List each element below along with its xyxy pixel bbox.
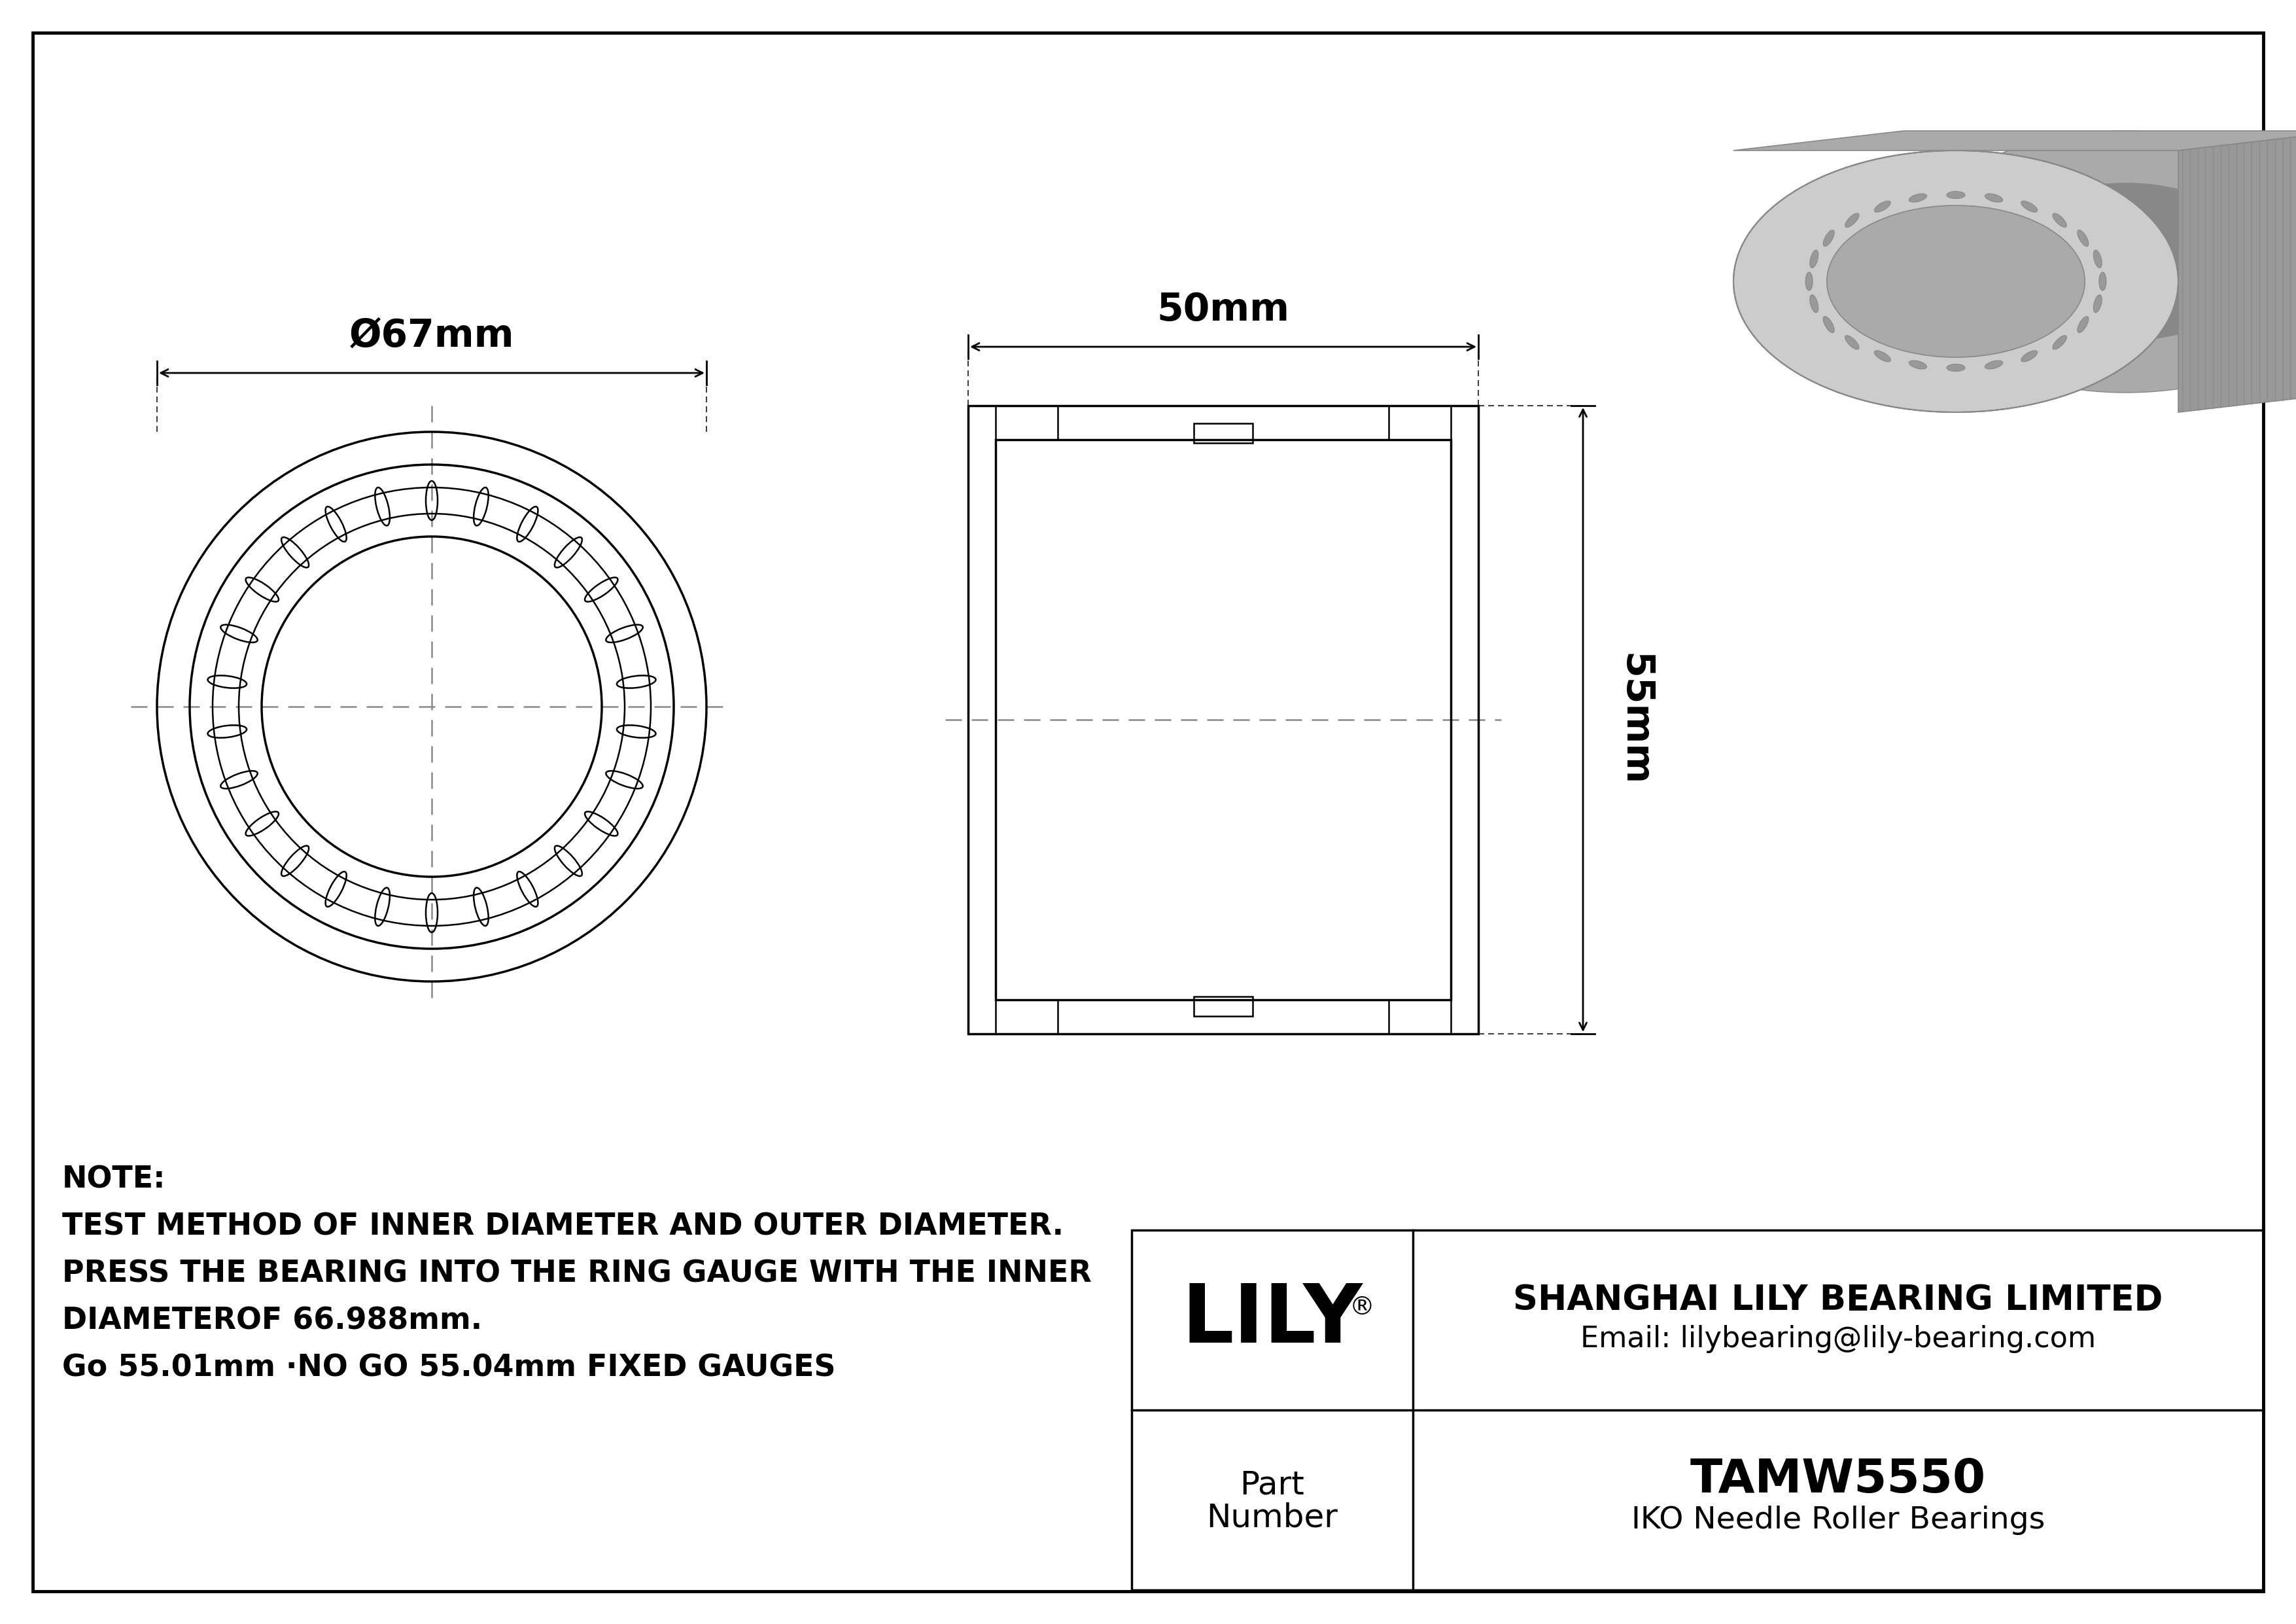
Bar bbox=[1132, 1229, 2264, 1590]
Ellipse shape bbox=[1809, 296, 1818, 312]
Ellipse shape bbox=[1733, 151, 2179, 412]
Text: TAMW5550: TAMW5550 bbox=[1690, 1457, 1986, 1502]
Ellipse shape bbox=[1908, 193, 1926, 201]
Ellipse shape bbox=[2053, 213, 2066, 227]
Text: ®: ® bbox=[1350, 1294, 1375, 1320]
Ellipse shape bbox=[1874, 351, 1890, 362]
Ellipse shape bbox=[2053, 336, 2066, 349]
Polygon shape bbox=[2179, 132, 2296, 412]
Ellipse shape bbox=[1947, 192, 1965, 198]
Ellipse shape bbox=[2078, 317, 2089, 333]
Ellipse shape bbox=[2094, 296, 2101, 312]
Text: TEST METHOD OF INNER DIAMETER AND OUTER DIAMETER.: TEST METHOD OF INNER DIAMETER AND OUTER … bbox=[62, 1212, 1063, 1241]
Ellipse shape bbox=[1874, 201, 1890, 213]
Text: Email: lilybearing@lily-bearing.com: Email: lilybearing@lily-bearing.com bbox=[1580, 1325, 2096, 1353]
Bar bbox=[969, 406, 1479, 1034]
Text: Ø67mm: Ø67mm bbox=[349, 317, 514, 354]
Ellipse shape bbox=[2020, 201, 2037, 213]
Bar bbox=[996, 1000, 1058, 1034]
Ellipse shape bbox=[1823, 231, 1835, 247]
Text: 50mm: 50mm bbox=[1157, 291, 1290, 328]
Text: IKO Needle Roller Bearings: IKO Needle Roller Bearings bbox=[1632, 1505, 2046, 1535]
Ellipse shape bbox=[2020, 351, 2037, 362]
Ellipse shape bbox=[1805, 273, 1812, 291]
Polygon shape bbox=[1733, 132, 2296, 151]
Bar bbox=[1389, 1000, 1451, 1034]
Ellipse shape bbox=[1809, 250, 1818, 268]
Bar bbox=[996, 406, 1058, 440]
Text: NOTE:: NOTE: bbox=[62, 1164, 165, 1194]
Ellipse shape bbox=[1828, 206, 2085, 357]
Bar bbox=[1389, 406, 1451, 440]
Text: LILY: LILY bbox=[1182, 1280, 1364, 1359]
Text: Part: Part bbox=[1240, 1470, 1304, 1501]
Text: SHANGHAI LILY BEARING LIMITED: SHANGHAI LILY BEARING LIMITED bbox=[1513, 1283, 2163, 1317]
Ellipse shape bbox=[2094, 250, 2101, 268]
Ellipse shape bbox=[1903, 132, 2296, 393]
Ellipse shape bbox=[1993, 184, 2259, 341]
Text: DIAMETEROF 66.988mm.: DIAMETEROF 66.988mm. bbox=[62, 1306, 482, 1335]
Bar bbox=[1194, 424, 1254, 443]
Ellipse shape bbox=[1846, 213, 1860, 227]
Text: Number: Number bbox=[1208, 1502, 1339, 1533]
Ellipse shape bbox=[1986, 361, 2002, 369]
Ellipse shape bbox=[1986, 193, 2002, 201]
Ellipse shape bbox=[1908, 361, 1926, 369]
Bar bbox=[996, 440, 1451, 1000]
Ellipse shape bbox=[2099, 273, 2105, 291]
Ellipse shape bbox=[1823, 317, 1835, 333]
Ellipse shape bbox=[1947, 364, 1965, 372]
Text: 55mm: 55mm bbox=[1616, 653, 1653, 786]
Text: PRESS THE BEARING INTO THE RING GAUGE WITH THE INNER: PRESS THE BEARING INTO THE RING GAUGE WI… bbox=[62, 1259, 1091, 1288]
Bar bbox=[1194, 997, 1254, 1017]
Ellipse shape bbox=[2078, 231, 2089, 247]
Ellipse shape bbox=[1846, 336, 1860, 349]
Text: Go 55.01mm ·NO GO 55.04mm FIXED GAUGES: Go 55.01mm ·NO GO 55.04mm FIXED GAUGES bbox=[62, 1353, 836, 1382]
